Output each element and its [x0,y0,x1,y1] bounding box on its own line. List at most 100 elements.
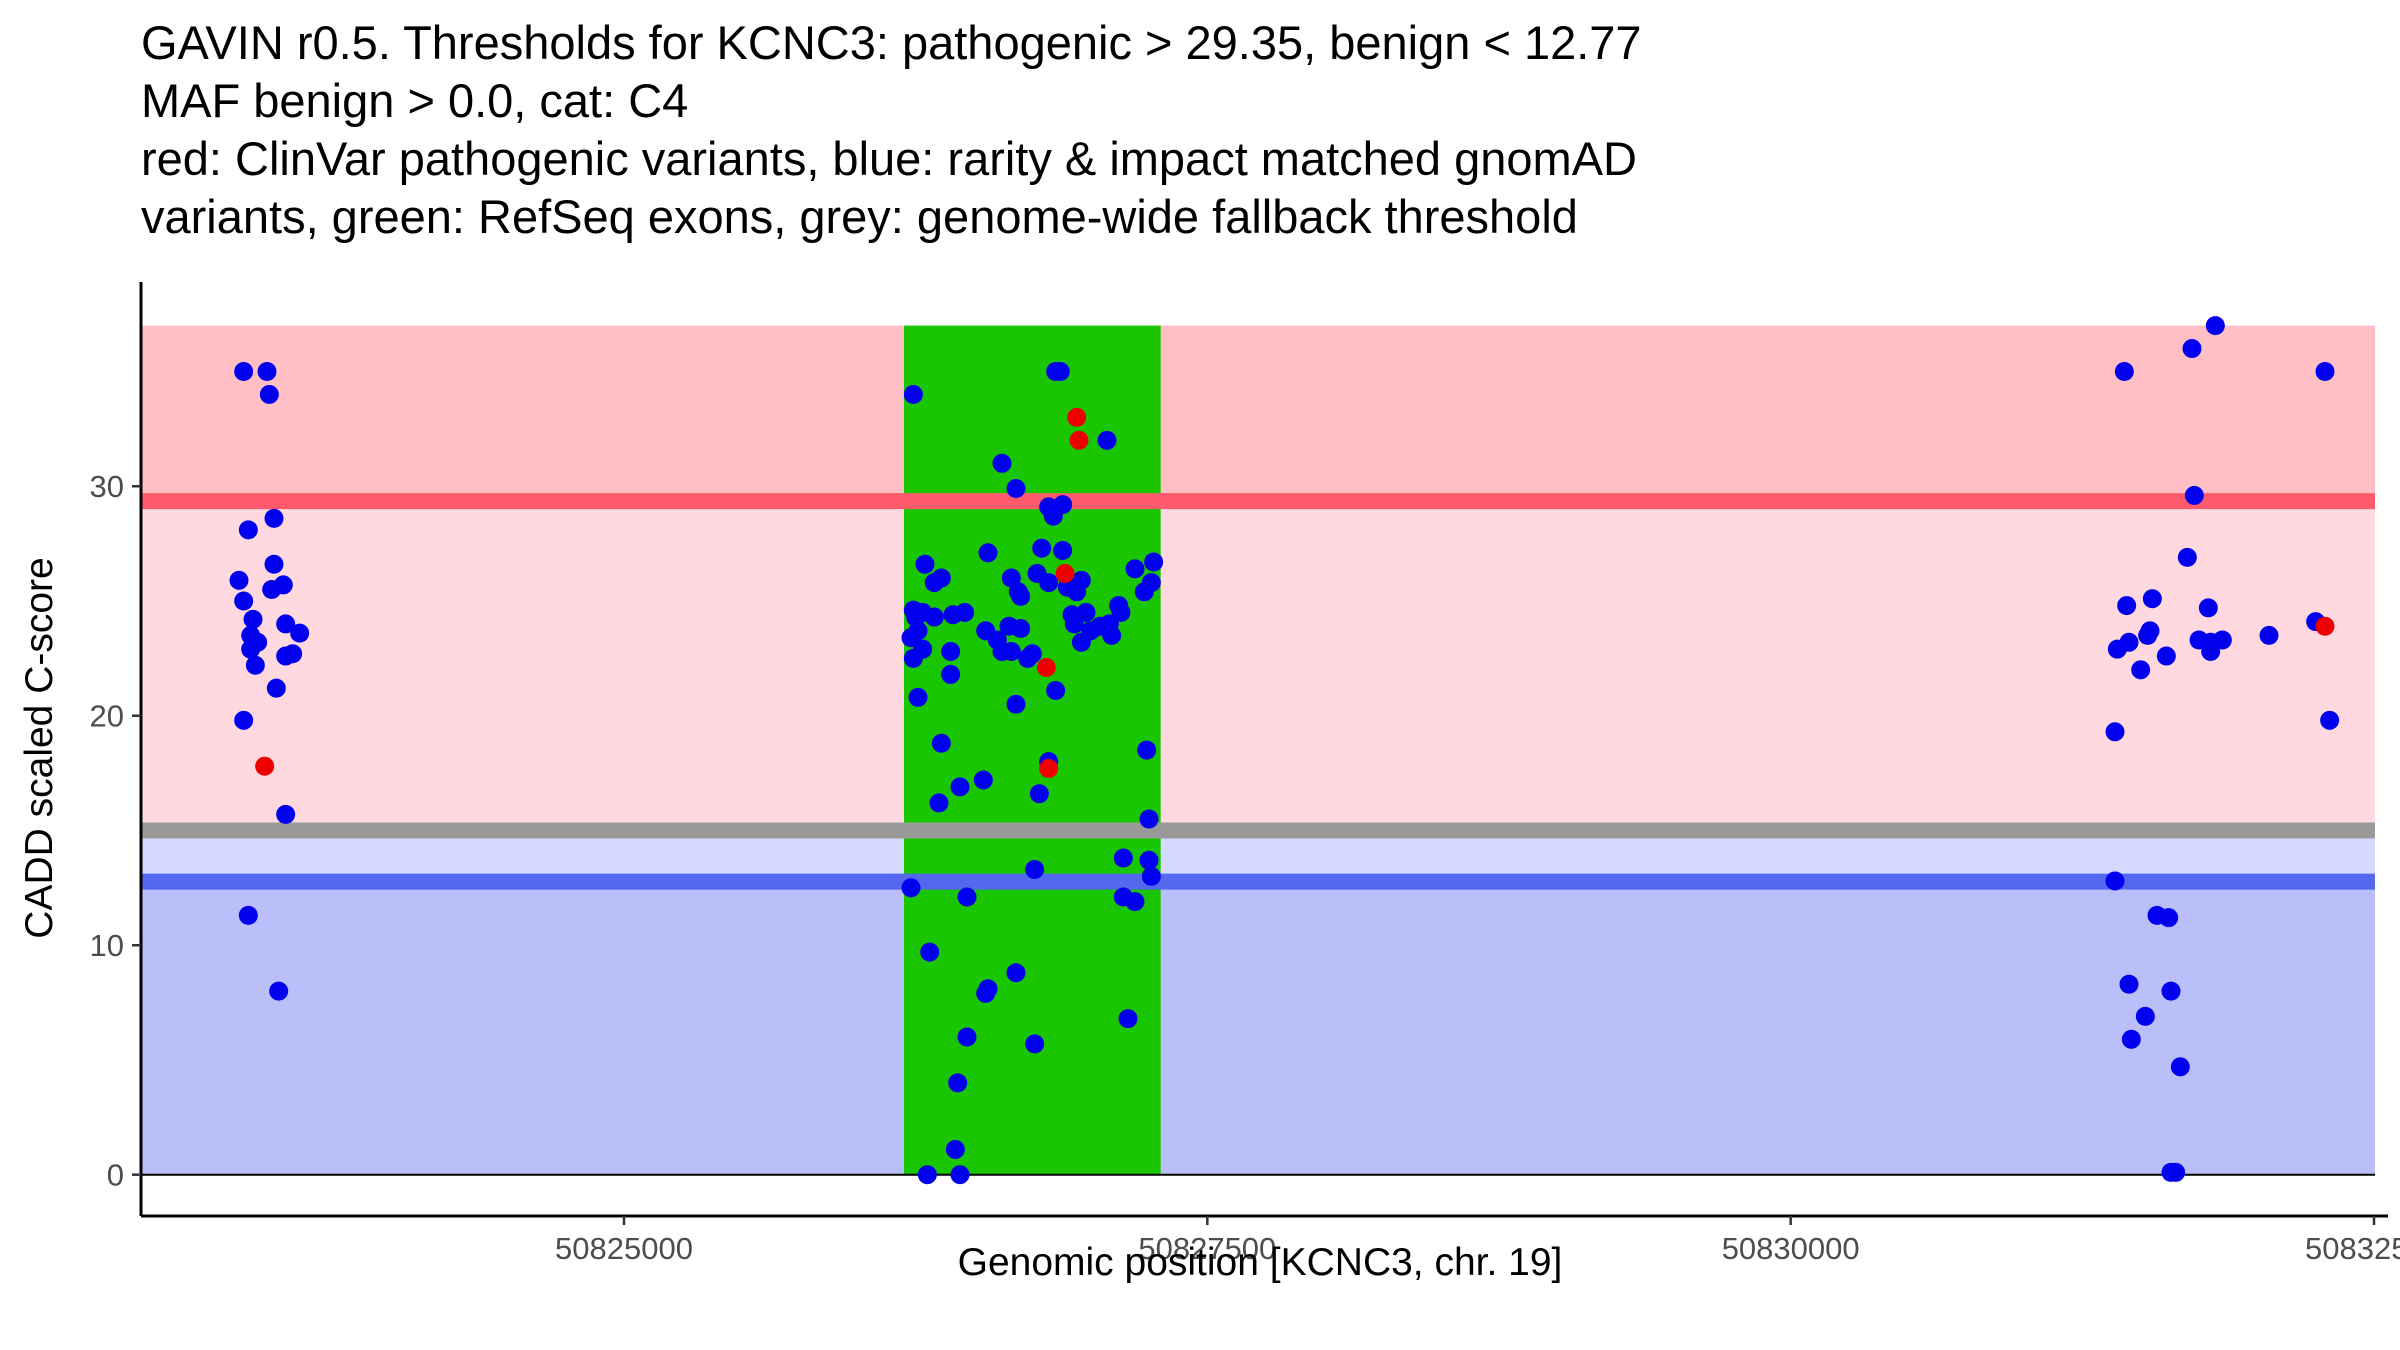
gnomad-point [2161,981,2181,1001]
gnomad-point [1032,538,1052,558]
gnomad-point [2131,660,2151,680]
gnomad-point [276,804,296,824]
gnomad-point [2135,1006,2155,1026]
gnomad-point [1029,784,1049,804]
gnomad-point [2156,646,2176,666]
title-line-4: variants, green: RefSeq exons, grey: gen… [141,190,1578,243]
clinvar-point [1055,563,1075,583]
gnomad-point [1113,848,1133,868]
gnomad-point [1076,602,1096,622]
gnomad-point [915,554,935,574]
clinvar-point [1039,759,1059,779]
clinvar-point [2315,616,2335,636]
x-tick-label: 50825000 [555,1231,693,1266]
gnomad-point [2105,871,2125,891]
gnomad-point [238,905,258,925]
gnomad-point [273,575,293,595]
gnomad-point [2170,1057,2190,1077]
gnomad-point [1006,479,1026,499]
gnomad-point [2105,722,2125,742]
title-line-2: MAF benign > 0.0, cat: C4 [141,74,689,127]
gnomad-point [931,733,951,753]
gnomad-point [948,1073,968,1093]
gnomad-point [920,942,940,962]
gnomad-point [238,520,258,540]
threshold-lines [141,493,2375,1176]
gnomad-point [234,710,254,730]
gnomad-point [950,1165,970,1185]
gnomad-point [1025,1034,1045,1054]
y-tick-label: 20 [90,699,124,734]
gnomad-point [276,614,296,634]
gnomad-point [1144,552,1164,572]
y-axis-title: CADD scaled C-score [18,557,61,938]
gnomad-point [2140,621,2160,641]
gnomad-point [924,607,944,627]
gnomad-point [229,570,249,590]
gnomad-point [955,602,975,622]
gnomad-point [908,621,928,641]
gnomad-point [973,770,993,790]
gnomad-point [913,639,933,659]
gnomad-point [901,878,921,898]
series-gnomad [229,316,2340,1185]
y-tick-label: 30 [90,469,124,504]
gnomad-point [269,981,289,1001]
gnomad-point [1102,625,1122,645]
data-points [229,316,2340,1185]
zone-pathogenic [141,325,2375,502]
gnomad-point [1141,573,1161,593]
gnomad-point [978,543,998,563]
gnomad-point [1118,1009,1138,1029]
gnomad-point [245,655,265,675]
gnomad-point [266,678,286,698]
gnomad-point [2184,485,2204,505]
gnomad-point [1039,573,1059,593]
gnomad-point [243,609,263,629]
gnomad-point [992,453,1012,473]
y-tick-label: 10 [90,928,124,963]
gnomad-point [2117,596,2137,616]
gnomad-point [1046,680,1066,700]
y-tick-label: 0 [107,1158,124,1193]
zone-benign-upper [141,830,2375,882]
clinvar-point [255,756,275,776]
gnomad-point [929,793,949,813]
gnomad-point [2182,339,2202,359]
gnomad-point [264,554,284,574]
gnomad-point [1006,963,1026,983]
axes: 0 10 20 30 50825000 50827500 50830000 50832500 [90,282,2400,1266]
gnomad-point [917,1165,937,1185]
zone-uncertain [141,501,2375,831]
gnomad-point [2320,710,2340,730]
gnomad-point [234,361,254,381]
title-line-3: red: ClinVar pathogenic variants, blue: … [141,132,1637,185]
gnomad-point [1053,540,1073,560]
gnomad-point [259,384,279,404]
gnomad-point [1141,866,1161,886]
gnomad-point [1050,361,1070,381]
gnomad-point [1111,602,1131,622]
gnomad-point [257,361,277,381]
gnomad-point [2114,361,2134,381]
gnomad-point [957,1027,977,1047]
gnomad-point [2198,598,2218,618]
gnomad-point [2315,361,2335,381]
gnomad-point [1139,850,1159,870]
gnomad-point [945,1139,965,1159]
gnomad-point [2159,908,2179,928]
threshold-zones [141,325,2375,1175]
gnomad-point [2142,589,2162,609]
gnomad-point [1006,694,1026,714]
x-axis-title: Genomic position [KCNC3, chr. 19] [958,1241,1563,1284]
clinvar-point [1069,430,1089,450]
gnomad-point [957,887,977,907]
clinvar-point [1067,407,1087,427]
zone-benign [141,881,2375,1175]
gnomad-point [1125,892,1145,912]
gnomad-point [931,568,951,588]
gnomad-point [1043,506,1063,526]
gnomad-point [2166,1162,2186,1182]
gnomad-point [941,664,961,684]
clinvar-point [1036,658,1056,678]
